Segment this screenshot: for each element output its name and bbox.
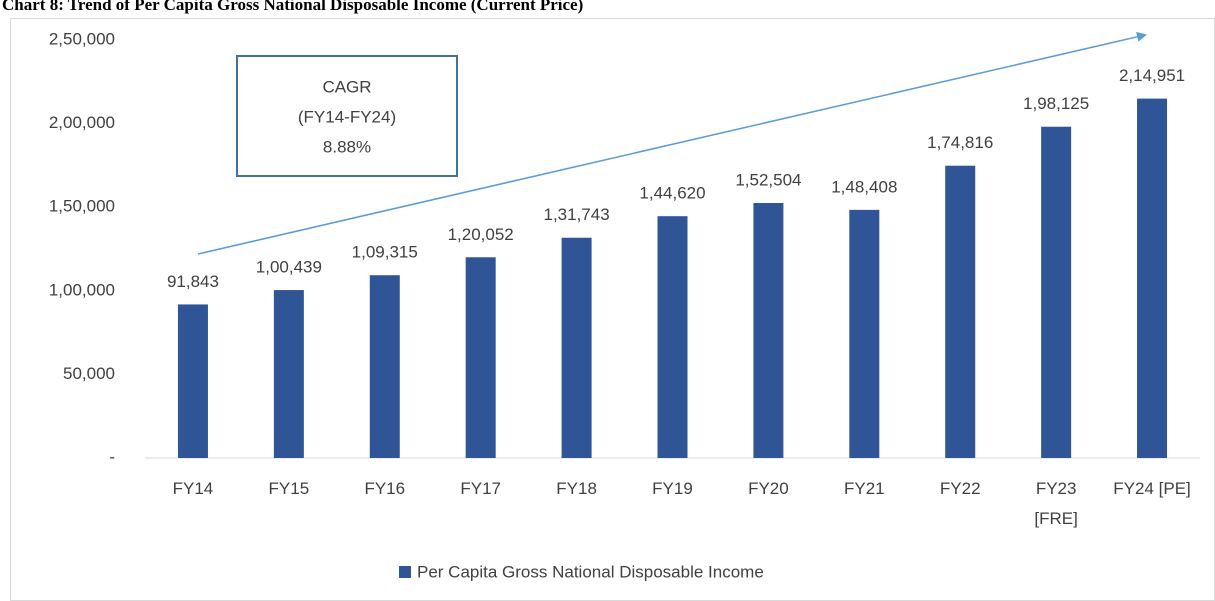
bar xyxy=(465,257,496,458)
data-label: 91,843 xyxy=(167,272,219,291)
bar xyxy=(561,237,592,458)
annotation: (FY14-FY24) xyxy=(298,107,396,126)
data-label: 1,48,408 xyxy=(831,177,897,196)
y-tick-label: 50,000 xyxy=(63,364,115,383)
legend-swatch xyxy=(399,566,411,578)
x-tick-label: FY21 xyxy=(844,479,885,498)
data-label: 1,20,052 xyxy=(448,225,514,244)
annotation: CAGR xyxy=(322,77,371,96)
bar xyxy=(657,216,688,458)
x-tick-label: FY23 [FRE] xyxy=(1034,479,1077,528)
x-tick-label: FY14 xyxy=(173,479,214,498)
data-label: 1,09,315 xyxy=(352,243,418,262)
data-label: 1,00,439 xyxy=(256,258,322,277)
x-tick-label: FY24 [PE] xyxy=(1113,479,1190,498)
data-label: 1,52,504 xyxy=(735,170,801,189)
data-label: 1,31,743 xyxy=(543,205,609,224)
x-tick-label: FY16 xyxy=(364,479,405,498)
annotation: 8.88% xyxy=(323,137,371,156)
bar xyxy=(1041,126,1072,459)
bar xyxy=(945,165,976,458)
annotation-box xyxy=(236,55,458,177)
x-tick-label: FY19 xyxy=(652,479,693,498)
y-tick-label: 1,00,000 xyxy=(49,280,115,299)
chart-frame xyxy=(10,18,1215,601)
y-tick-label: 2,50,000 xyxy=(49,29,115,48)
x-tick-label: FY17 xyxy=(460,479,501,498)
bar xyxy=(1137,98,1168,458)
bar xyxy=(369,275,400,458)
data-label: 2,14,951 xyxy=(1119,66,1185,85)
bar xyxy=(273,290,304,458)
data-label: 1,74,816 xyxy=(927,133,993,152)
x-tick-label: FY18 xyxy=(556,479,597,498)
y-tick-label: - xyxy=(109,447,115,466)
bar xyxy=(177,304,208,458)
y-tick-label: 2,00,000 xyxy=(49,113,115,132)
data-label: 1,98,125 xyxy=(1023,94,1089,113)
x-tick-label: FY15 xyxy=(269,479,310,498)
bar xyxy=(753,203,784,458)
y-tick-label: 1,50,000 xyxy=(49,197,115,216)
legend-label: Per Capita Gross National Disposable Inc… xyxy=(417,562,764,581)
trend-arrow xyxy=(197,31,1147,255)
data-label: 1,44,620 xyxy=(639,184,705,203)
x-tick-label: FY20 xyxy=(748,479,789,498)
x-tick-label: FY22 xyxy=(940,479,981,498)
bar xyxy=(849,209,880,458)
chart-title: Chart 8: Trend of Per Capita Gross Natio… xyxy=(2,0,583,14)
